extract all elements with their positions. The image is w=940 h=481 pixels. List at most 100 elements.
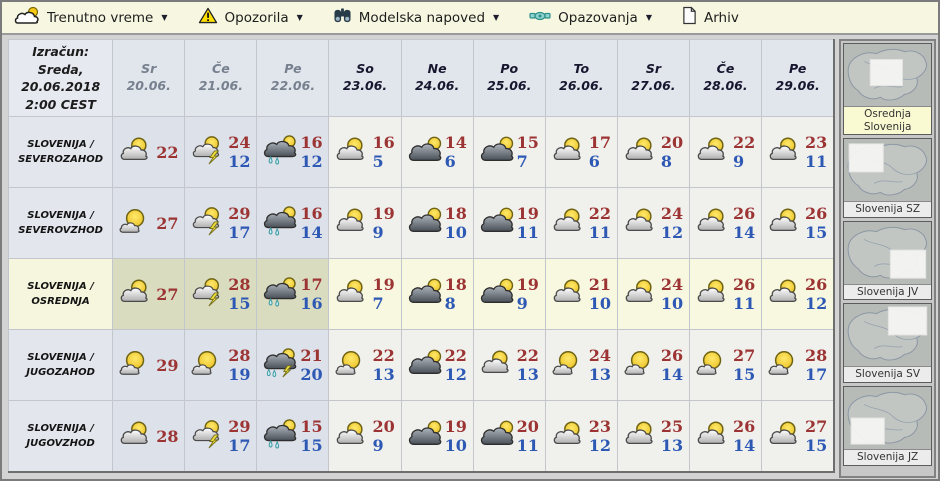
partly-cloudy-icon [550,135,588,169]
forecast-cell: 22 12 [400,329,474,401]
partly-cloudy-icon [694,206,732,240]
max-temp: 20 [372,417,395,436]
partly-cloudy-icon [550,206,588,240]
min-temp: 13 [660,436,684,455]
forecast-row: SLOVENIJA / JUGOVZHOD 28 29 17 15 15 20 9 19… [7,400,835,473]
min-temp: 11 [805,152,828,171]
binoculars-icon [333,7,352,28]
day-header: So 23.06. [328,39,402,117]
forecast-cell: 26 15 [761,187,835,259]
forecast-cell: 18 8 [400,258,474,330]
forecast-cell: 24 12 [184,116,258,188]
max-temp: 22 [732,133,756,152]
max-temp: 23 [588,417,612,436]
max-temp: 28 [228,346,251,365]
forecast-cell: 15 7 [472,116,546,188]
mostly-cloudy-icon [478,419,516,453]
menu-item-modelska-napoved[interactable]: Modelska napoved ▼ [333,7,499,28]
min-temp: 11 [516,436,539,455]
satellite-icon [529,7,551,29]
sun-cloud-icon [14,6,40,30]
forecast-cell: 15 15 [256,400,330,473]
forecast-cell: 25 13 [616,400,690,473]
mostly-sunny-icon [117,348,155,382]
min-temp: 6 [444,152,456,171]
menu-item-opozorila[interactable]: Opozorila ▼ [198,7,303,28]
partly-cloudy-icon [117,135,155,169]
min-temp: 12 [805,294,828,313]
min-temp: 8 [444,294,456,313]
forecast-row: SLOVENIJA / OSREDNJA 27 28 15 17 16 19 7 18 8… [7,258,835,330]
forecast-cell: 29 17 [184,400,258,473]
forecast-cell: 29 17 [184,187,258,259]
max-temp: 24 [660,204,684,223]
map-label: Slovenija SZ [844,201,931,217]
menu-label: Opozorila [224,9,289,26]
mostly-sunny-icon [333,348,371,382]
forecast-cell: 26 14 [688,187,763,259]
menu-item-opazovanja[interactable]: Opazovanja ▼ [529,7,652,29]
partly-cloudy-icon [766,277,804,311]
min-temp: 12 [444,365,467,384]
forecast-cell: 19 10 [400,400,474,473]
forecast-cell: 22 13 [472,329,546,401]
map-thumbnail-sw[interactable]: Slovenija JZ [843,385,932,466]
day-header: Sr 27.06. [616,39,690,117]
forecast-cell: 27 [112,258,186,330]
forecast-cell: 27 15 [688,329,763,401]
max-temp: 22 [444,346,467,365]
day-header: Če 28.06. [688,39,763,117]
min-temp: 13 [372,365,395,384]
day-header: To 26.06. [544,39,618,117]
day-header: Pe 22.06. [256,39,330,117]
forecast-cell: 17 6 [544,116,618,188]
partly-cloudy-icon [478,348,516,382]
max-temp: 18 [444,204,467,223]
rain-thunderstorm-icon [261,348,299,382]
menu-item-arhiv[interactable]: Arhiv [682,6,739,29]
min-temp: 11 [588,223,612,242]
min-temp: 20 [300,365,323,384]
max-temp: 19 [372,204,395,223]
max-temp: 22 [156,142,179,162]
forecast-cell: 16 5 [328,116,402,188]
min-temp: 12 [588,436,612,455]
map-thumbnail-ne[interactable]: Slovenija SV [843,303,932,383]
partly-cloudy-icon [622,206,660,240]
min-temp: 15 [300,436,323,455]
min-temp: 17 [805,365,828,384]
chevron-down-icon: ▼ [296,13,303,22]
map-thumbnail-se[interactable]: Slovenija JV [843,220,932,301]
forecast-cell: 28 15 [184,258,258,330]
thunderstorm-icon [189,206,227,240]
forecast-cell: 28 17 [761,329,835,401]
forecast-row: SLOVENIJA / JUGOZAHOD 29 28 19 21 20 22 13 2… [7,329,835,401]
map-thumbnail-nw[interactable]: Slovenija SZ [843,138,932,218]
forecast-cell: 27 [112,187,186,259]
slovenia-map-icon [844,221,931,284]
document-icon [682,6,697,29]
max-temp: 16 [300,204,323,223]
map-label: Slovenija SV [844,366,931,382]
region-label: SLOVENIJA / JUGOZAHOD [7,329,114,401]
max-temp: 15 [300,417,323,436]
min-temp: 8 [660,152,672,171]
menu-item-trenutno-vreme[interactable]: Trenutno vreme ▼ [14,6,168,30]
max-temp: 23 [805,133,828,152]
region-label: SLOVENIJA / SEVEROZAHOD [7,116,114,188]
partly-cloudy-icon [694,419,732,453]
min-temp: 14 [732,223,756,242]
partly-cloudy-icon [333,419,371,453]
forecast-cell: 19 7 [328,258,402,330]
day-header: Ne 24.06. [400,39,474,117]
min-temp: 5 [372,152,384,171]
min-temp: 12 [300,152,323,171]
map-label: Slovenija JV [844,283,931,300]
chevron-down-icon: ▼ [645,13,652,22]
region-label: SLOVENIJA / OSREDNJA [7,258,114,330]
max-temp: 21 [300,346,323,365]
thunderstorm-icon [189,277,227,311]
map-thumbnail-center[interactable]: Osrednja Slovenija [843,43,932,136]
rain-icon [261,277,299,311]
forecast-cell: 28 [112,400,186,473]
